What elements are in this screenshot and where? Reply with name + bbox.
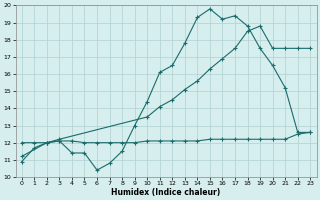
X-axis label: Humidex (Indice chaleur): Humidex (Indice chaleur) [111,188,221,197]
